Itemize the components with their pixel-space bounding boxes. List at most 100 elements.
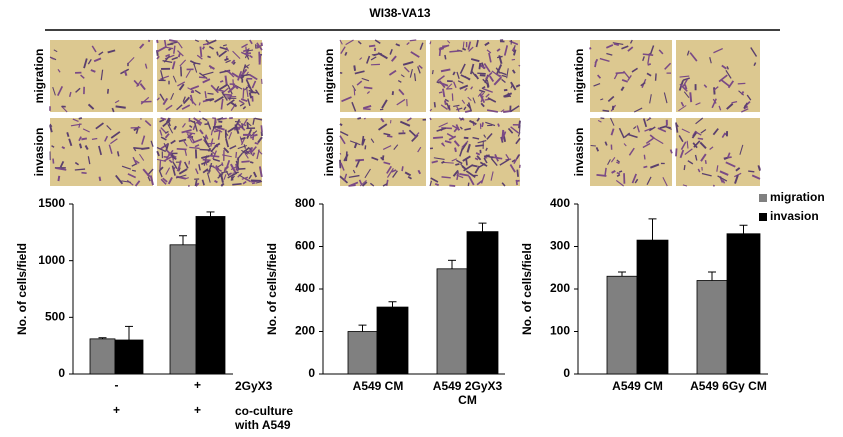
condition-mark: +	[194, 403, 201, 417]
cell	[646, 72, 652, 77]
cell	[680, 141, 687, 151]
cell	[249, 161, 254, 164]
cell	[467, 102, 473, 112]
cell	[718, 105, 722, 111]
cell	[410, 51, 420, 58]
y-axis-label: No. of cells/field	[520, 243, 534, 335]
cell	[472, 97, 476, 104]
cell	[221, 171, 229, 174]
cell	[235, 163, 239, 172]
cell	[443, 100, 447, 106]
cell	[202, 117, 208, 122]
cell	[657, 127, 667, 133]
cell	[114, 100, 120, 104]
cell	[616, 159, 621, 163]
cell	[244, 52, 252, 55]
cell	[461, 165, 466, 170]
cell	[181, 129, 192, 134]
cell	[446, 102, 451, 110]
cell	[401, 166, 404, 172]
cell	[258, 166, 263, 178]
cell	[245, 178, 252, 183]
cell	[248, 174, 253, 180]
cell	[709, 57, 712, 64]
cell	[642, 56, 645, 62]
cell	[444, 54, 447, 60]
cell	[483, 88, 493, 93]
cell	[683, 91, 690, 99]
cell	[225, 138, 230, 148]
cell	[236, 122, 246, 131]
bar	[636, 239, 669, 375]
cell	[716, 165, 719, 172]
cell	[623, 143, 627, 147]
cell	[398, 88, 405, 96]
cell	[515, 137, 521, 145]
bar	[696, 280, 728, 375]
y-tick-label: 400	[550, 196, 570, 210]
cell	[182, 96, 186, 102]
y-tick-label: 400	[295, 281, 315, 295]
cell	[111, 107, 115, 113]
cell	[257, 136, 263, 144]
cell	[187, 87, 195, 92]
cell	[389, 48, 393, 55]
y-tick-label: 1000	[38, 253, 65, 267]
cell	[642, 53, 654, 56]
cell	[500, 71, 507, 76]
cell	[209, 98, 215, 102]
y-tick-label: 0	[563, 366, 570, 380]
cell	[178, 138, 187, 143]
cell	[178, 160, 182, 169]
cell	[164, 130, 169, 134]
cell	[255, 181, 263, 184]
cell	[167, 177, 173, 185]
cell	[442, 44, 449, 48]
cell	[475, 39, 479, 48]
cell	[594, 62, 597, 68]
cell	[361, 77, 370, 82]
cell	[488, 52, 492, 63]
cell	[115, 105, 126, 109]
cell	[441, 160, 445, 164]
cell	[353, 65, 357, 71]
cell	[486, 49, 492, 54]
cell	[339, 39, 343, 45]
cell	[721, 132, 726, 138]
cell	[139, 43, 145, 49]
cell	[480, 102, 485, 108]
cell	[469, 63, 475, 75]
cell	[478, 62, 482, 70]
cell	[215, 85, 220, 91]
cell	[442, 161, 454, 164]
cell	[479, 64, 486, 70]
cell	[411, 134, 419, 142]
cell	[444, 140, 452, 144]
cell	[477, 140, 487, 144]
legend-swatch	[759, 194, 767, 202]
cell	[731, 100, 738, 104]
cell	[170, 153, 175, 159]
cell	[712, 184, 715, 187]
figure-title: WI38-VA13	[369, 6, 430, 20]
cell	[470, 58, 480, 63]
cell	[51, 145, 55, 148]
cell	[177, 81, 186, 87]
cell	[469, 119, 477, 126]
cell	[700, 129, 707, 134]
cell	[621, 45, 629, 50]
cell	[168, 39, 178, 43]
cell	[462, 155, 471, 162]
cell	[139, 83, 146, 91]
cell	[459, 126, 463, 130]
cell	[503, 92, 513, 98]
cell	[433, 157, 445, 160]
cell	[395, 43, 401, 47]
cell	[98, 145, 103, 156]
cell	[202, 158, 211, 162]
cell	[500, 109, 505, 113]
cell	[515, 84, 521, 88]
cell	[459, 63, 466, 75]
cell	[433, 136, 444, 139]
cell	[753, 62, 757, 67]
